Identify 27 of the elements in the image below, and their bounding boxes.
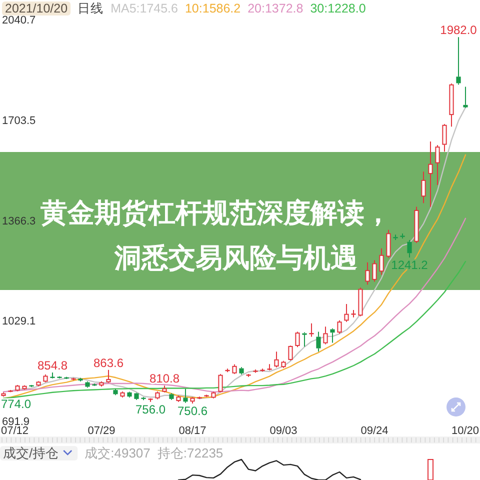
- text: 756.0: [135, 402, 166, 416]
- text: 日线: [78, 2, 104, 16]
- x-tick-label: 08/17: [178, 425, 206, 437]
- y-tick-label: 1366.3: [2, 215, 36, 228]
- y-tick-label: 2040.7: [2, 14, 36, 27]
- text: 774.0: [1, 397, 32, 412]
- x-tick-label: 09/03: [270, 425, 298, 437]
- x-tick-label: 07/12: [1, 425, 29, 437]
- text: 30:1228.0: [310, 2, 366, 16]
- text: 20:1372.8: [248, 2, 304, 16]
- text: 10:1586.2: [184, 2, 241, 16]
- chart-subtitle: 2021/10/20: [5, 2, 68, 16]
- x-tick-label: 10/20: [451, 425, 479, 437]
- annotation: 持仓:72235: [157, 446, 224, 460]
- y-tick-label: 1029.1: [2, 316, 36, 328]
- text: 黄金期货杠杆规范深度解读，洞悉交易风险与机遇: [40, 198, 392, 273]
- text: 863.6: [93, 356, 124, 370]
- x-tick-label: 07/29: [88, 425, 116, 437]
- x-tick-label: 09/24: [360, 425, 388, 437]
- chart-title: 成交/持仓: [3, 446, 59, 460]
- text: 854.8: [37, 358, 68, 373]
- annotation: 成交:49307: [84, 446, 150, 460]
- text: 1982.0: [440, 23, 477, 38]
- text: 810.8: [149, 372, 180, 386]
- text: MA5:1745.6: [110, 2, 178, 16]
- y-tick-label: 1703.5: [2, 114, 36, 127]
- text: 750.6: [177, 404, 208, 418]
